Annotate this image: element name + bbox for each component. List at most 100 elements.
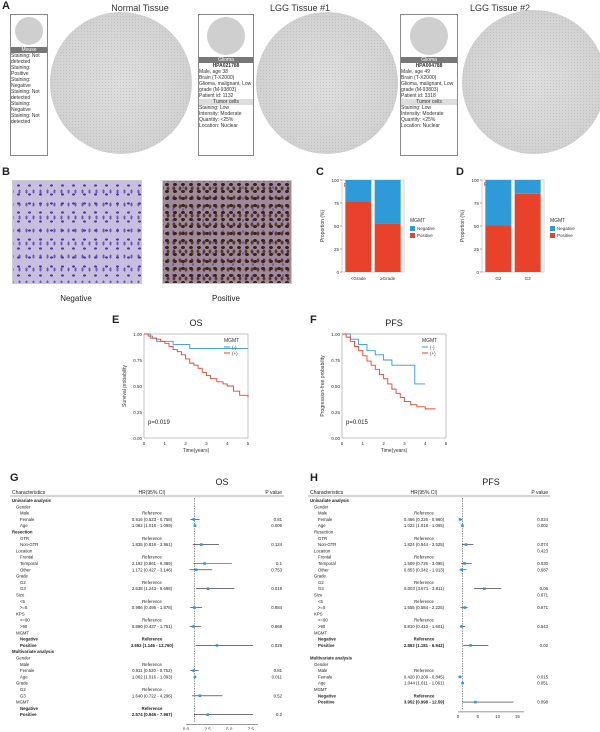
estimate-marker	[193, 675, 197, 679]
legend-title: MGMT	[410, 218, 425, 224]
legend-label: (-)	[232, 345, 237, 350]
p-value: 0.2	[276, 712, 283, 717]
section-header: Tumor cells	[199, 99, 253, 105]
hr-ci: Reference	[142, 706, 163, 711]
row-label: Gender	[314, 662, 329, 667]
row-label: GTR	[318, 536, 327, 541]
forest-plot-os: OS Characteristics HR(95% CI) P value Univar…	[10, 477, 284, 731]
row-label: Other	[318, 567, 329, 572]
x-tick-label: 5	[247, 441, 250, 446]
info-line: Staining: Not detected	[11, 89, 40, 101]
info-line: Staining: Not detected	[11, 113, 40, 125]
p-value: 0.06	[540, 586, 549, 591]
row-label: Age	[20, 674, 28, 679]
info-line: Male, age 38	[199, 69, 228, 75]
p-value: 0.02	[540, 643, 549, 648]
hr-ci: 1.172 (0.427 - 3.146)	[132, 567, 173, 572]
card-header: Mouse	[11, 47, 47, 53]
x-tick-label: G2	[495, 276, 502, 281]
p-value-label: p=0.015	[346, 420, 369, 426]
estimate-marker	[463, 562, 466, 565]
legend-label: (+)	[232, 351, 238, 356]
negative-micrograph	[12, 180, 142, 284]
legend-swatch	[410, 233, 415, 238]
x-tick-label: 4	[424, 441, 427, 446]
normal-info-card: Mouse Staining: Not detected Staining: P…	[10, 14, 48, 156]
quantity-line: Quantity: <25%	[199, 117, 234, 123]
info-line: Glioma, malignant, Low grade (M-93803)	[199, 81, 252, 93]
legend-label: Negative	[557, 226, 575, 231]
p-value: 0.1	[276, 561, 283, 566]
row-label: G2	[318, 580, 324, 585]
normal-tissue-core	[50, 12, 192, 154]
estimate-marker	[203, 562, 206, 565]
legend-label: (+)	[430, 351, 436, 356]
y-tick-label: 0.75	[133, 358, 142, 363]
legend-swatch	[550, 226, 555, 231]
row-label: >=5	[318, 605, 326, 610]
bar-segment	[514, 180, 541, 194]
hr-ci: 3.652 (1.146 - 12.760)	[131, 643, 174, 648]
x-tick-label: 4	[226, 441, 229, 446]
x-tick-label: 7.5	[248, 727, 255, 731]
forest-title: OS	[215, 477, 228, 487]
y-tick-label: 100	[471, 178, 479, 183]
row-label: Size	[314, 593, 323, 598]
estimate-marker	[192, 669, 196, 672]
normal-tissue-title: Normal Tissue	[111, 3, 169, 13]
hr-ci: 1.022 (1.018 - 1.065)	[404, 523, 445, 528]
x-tick-label: 2.5	[204, 727, 211, 731]
y-tick-label: 1.00	[331, 332, 340, 337]
hr-ci: Reference	[142, 618, 162, 623]
lgg2-tissue-core	[462, 10, 600, 154]
hr-ci: 0.853 (0.342 - 1.913)	[404, 567, 445, 572]
p-value: 0.52	[274, 693, 283, 698]
section-header: Tumor cells	[401, 99, 457, 105]
row-label: MGMT	[16, 630, 30, 635]
panel-label-e: E	[112, 314, 120, 326]
y-tick-label: 0	[476, 270, 479, 275]
p-value: 0.671	[537, 605, 548, 610]
p-value: 0.029	[271, 643, 282, 648]
hr-ci: Reference	[414, 580, 434, 585]
estimate-marker	[464, 543, 468, 546]
row-label: Positive	[318, 700, 335, 705]
row-label: MGMT	[16, 700, 30, 705]
row-label: Multivariate analysis	[310, 656, 353, 661]
hr-ci: Reference	[414, 511, 434, 516]
row-label: Male	[318, 511, 328, 516]
info-line: Patient id: 3318	[401, 93, 436, 99]
estimate-marker	[458, 518, 462, 521]
hr-ci: 1.824 (0.944 - 3.525)	[404, 542, 445, 547]
x-tick-label: 0	[457, 714, 460, 719]
hr-ci: Reference	[142, 555, 162, 560]
row-label: KPS	[16, 611, 25, 616]
p-value: 0.984	[271, 605, 282, 610]
info-line: Staining: Positive	[11, 65, 31, 77]
bar-segment	[485, 180, 512, 226]
hr-ci: Reference	[142, 662, 162, 667]
estimate-marker	[461, 524, 464, 527]
lgg1-info-card: Glioma HPA021788 Male, age 38 Brain (T-X…	[198, 14, 254, 156]
chart-title: PFS	[385, 318, 403, 328]
info-line: Patient id: 1132	[199, 93, 234, 99]
p-value: 0.098	[537, 700, 548, 705]
row-label: Gender	[16, 504, 31, 509]
chart-e-os-km: OS 0.00 0.25 0.50 0.75 1.00 0 1 2 3 4 5 Time(years) S…	[122, 318, 250, 454]
hr-ci: Reference	[142, 687, 162, 692]
info-line: Brain (T-X2000)	[401, 75, 437, 81]
estimate-marker	[193, 524, 197, 527]
y-axis-label: Proportion (%)	[320, 210, 326, 243]
hr-ci: 0.986 (0.496 - 1.878)	[132, 605, 173, 610]
estimate-marker	[206, 713, 210, 716]
row-label: Negative	[20, 706, 39, 711]
y-axis-label: Progression-free probability	[320, 355, 326, 417]
quantity-line: Quantity: <25%	[401, 117, 436, 123]
hr-ci: 0.911 (0.520 - 0.752)	[132, 668, 172, 673]
row-label: Male	[20, 511, 30, 516]
y-tick-label: 1.00	[133, 332, 142, 337]
x-tick-label: 3	[403, 441, 406, 446]
x-tick-label: 0	[143, 441, 146, 446]
positive-micrograph	[162, 180, 292, 284]
